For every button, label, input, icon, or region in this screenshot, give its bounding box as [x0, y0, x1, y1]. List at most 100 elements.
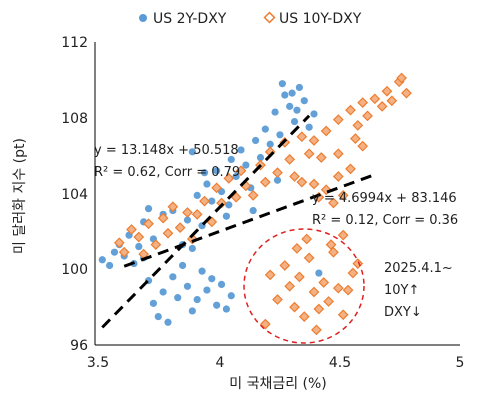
us2y-point — [198, 267, 206, 275]
us10y-point — [345, 104, 356, 116]
us10y-point — [401, 87, 412, 99]
us10y-point — [313, 303, 325, 315]
note-date: 2025.4.1~ — [384, 261, 453, 276]
us2y-point — [242, 161, 250, 169]
us10y-point — [381, 85, 393, 97]
us10y-point — [157, 212, 169, 224]
us10y-trendline — [123, 172, 378, 268]
x-axis-label: 미 국채금리 (%) — [229, 376, 327, 392]
us10y-point — [369, 93, 381, 105]
us2y-point — [288, 89, 296, 97]
us2y-point — [222, 305, 230, 313]
us2y-point — [227, 292, 235, 300]
x-tick-label: 5 — [456, 355, 465, 371]
us2y-point — [203, 286, 211, 294]
us10y-point — [301, 233, 313, 245]
us10y-point — [325, 239, 337, 251]
us10y-point — [376, 101, 388, 112]
us10y-point — [174, 222, 186, 233]
trendlines-layer — [101, 114, 378, 329]
x-tick-label: 3.5 — [87, 355, 109, 371]
us2y-point — [222, 212, 230, 220]
us10y-point — [332, 148, 344, 160]
legend: US 2Y-DXY US 10Y-DXY — [139, 11, 362, 27]
us10y-point — [291, 243, 303, 254]
y-tick-label: 100 — [61, 262, 88, 278]
us10y-point — [320, 125, 332, 137]
us2y-point — [98, 256, 106, 264]
us10y-point — [328, 246, 339, 258]
highlight-ellipse — [243, 228, 365, 344]
us10y-point — [298, 311, 310, 322]
y-axis-label: 미 달러화 지수 (pt) — [12, 138, 28, 254]
y-tick-label: 96 — [70, 338, 88, 354]
us2y-point — [237, 146, 245, 154]
us2y-point — [164, 318, 172, 326]
us2y-point — [310, 110, 318, 118]
us10y-point — [303, 252, 315, 264]
eq-2y-line2: R² = 0.62, Corr = 0.79 — [94, 165, 240, 180]
us10y-point — [191, 208, 203, 220]
us2y-point — [183, 216, 192, 224]
eq-10y-line1: y = 4.6994x + 83.146 — [312, 191, 457, 206]
us10y-point — [357, 97, 369, 108]
us10y-point — [223, 172, 235, 184]
points-layer — [98, 72, 412, 336]
us10y-point — [345, 163, 356, 175]
us10y-point — [349, 133, 361, 144]
legend-label-us2y: US 2Y-DXY — [153, 11, 227, 27]
us10y-point — [332, 171, 344, 182]
us10y-point — [357, 140, 369, 152]
legend-label-us10y: US 10Y-DXY — [279, 11, 362, 27]
us10y-point — [284, 154, 296, 165]
x-tick-label: 4 — [216, 355, 225, 371]
us10y-point — [308, 178, 320, 190]
us2y-point — [179, 261, 187, 270]
us2y-point — [295, 83, 303, 92]
us2y-point — [208, 275, 216, 283]
us10y-point — [259, 318, 271, 330]
us2y-point — [278, 80, 286, 88]
us10y-point — [162, 227, 174, 239]
us10y-point — [289, 171, 300, 182]
us2y-point — [135, 242, 143, 251]
us10y-point — [362, 110, 373, 122]
us2y-point — [193, 191, 201, 199]
us10y-point — [279, 260, 291, 271]
y-tick-label: 108 — [61, 111, 88, 127]
us2y-point — [200, 169, 209, 177]
x-tick-label: 4.5 — [329, 355, 351, 371]
us10y-point — [342, 284, 354, 296]
us2y-point — [208, 197, 216, 205]
us2y-point — [227, 155, 235, 164]
us10y-point — [118, 246, 130, 258]
us10y-point — [308, 286, 320, 298]
us10y-point — [284, 280, 296, 292]
us10y-point — [332, 282, 344, 294]
legend-marker-us10y — [263, 11, 276, 24]
us10y-point — [272, 167, 283, 179]
us10y-point — [311, 324, 322, 336]
us2y-point — [144, 205, 153, 213]
us10y-point — [352, 258, 364, 269]
us10y-point — [264, 269, 276, 281]
us10y-point — [113, 237, 125, 249]
us2y-point — [273, 176, 282, 184]
us10y-point — [230, 191, 242, 203]
us10y-point — [386, 95, 398, 107]
us2y-point — [276, 131, 284, 139]
us2y-point — [149, 299, 157, 307]
us2y-point — [188, 244, 196, 253]
us2y-point — [305, 123, 313, 131]
us10y-point — [216, 197, 227, 209]
us10y-point — [143, 218, 154, 230]
us10y-point — [328, 197, 339, 209]
us10y-point — [247, 190, 259, 201]
us2y-point — [300, 97, 308, 105]
us10y-point — [337, 229, 349, 241]
us2y-point — [281, 91, 289, 99]
eq-10y-line2: R² = 0.12, Corr = 0.36 — [312, 213, 458, 228]
us2y-point — [203, 180, 211, 188]
